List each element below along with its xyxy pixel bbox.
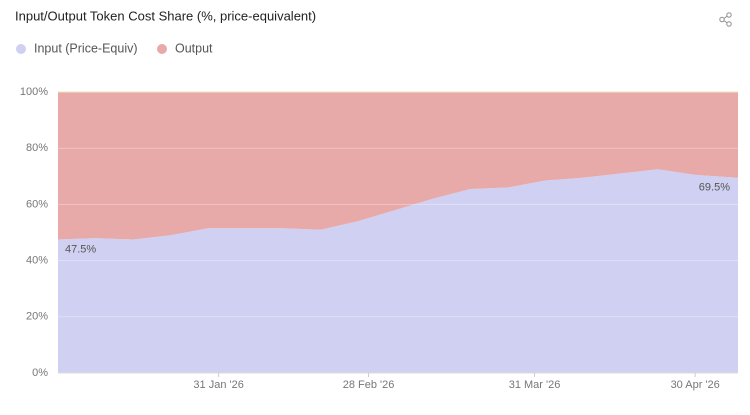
chart-title: Input/Output Token Cost Share (%, price-… — [15, 8, 316, 23]
share-icon[interactable] — [719, 12, 732, 27]
x-tick-label: 31 Jan '26 — [193, 379, 243, 391]
y-tick-label: 60% — [26, 198, 48, 210]
data-label: 69.5% — [699, 182, 730, 194]
legend-swatch[interactable] — [16, 44, 26, 54]
x-tick-label: 30 Apr '26 — [671, 379, 720, 391]
y-tick-label: 80% — [26, 142, 48, 154]
area — [58, 92, 738, 240]
legend-label[interactable]: Input (Price-Equiv) — [34, 41, 138, 55]
data-label: 47.5% — [65, 243, 96, 255]
area — [58, 169, 738, 373]
y-tick-label: 0% — [32, 367, 48, 379]
legend-label[interactable]: Output — [175, 41, 213, 55]
y-tick-label: 100% — [20, 86, 48, 98]
x-tick-label: 28 Feb '26 — [343, 379, 395, 391]
y-tick-label: 20% — [26, 311, 48, 323]
y-tick-label: 40% — [26, 255, 48, 267]
legend-swatch[interactable] — [157, 44, 167, 54]
x-tick-label: 31 Mar '26 — [509, 379, 561, 391]
